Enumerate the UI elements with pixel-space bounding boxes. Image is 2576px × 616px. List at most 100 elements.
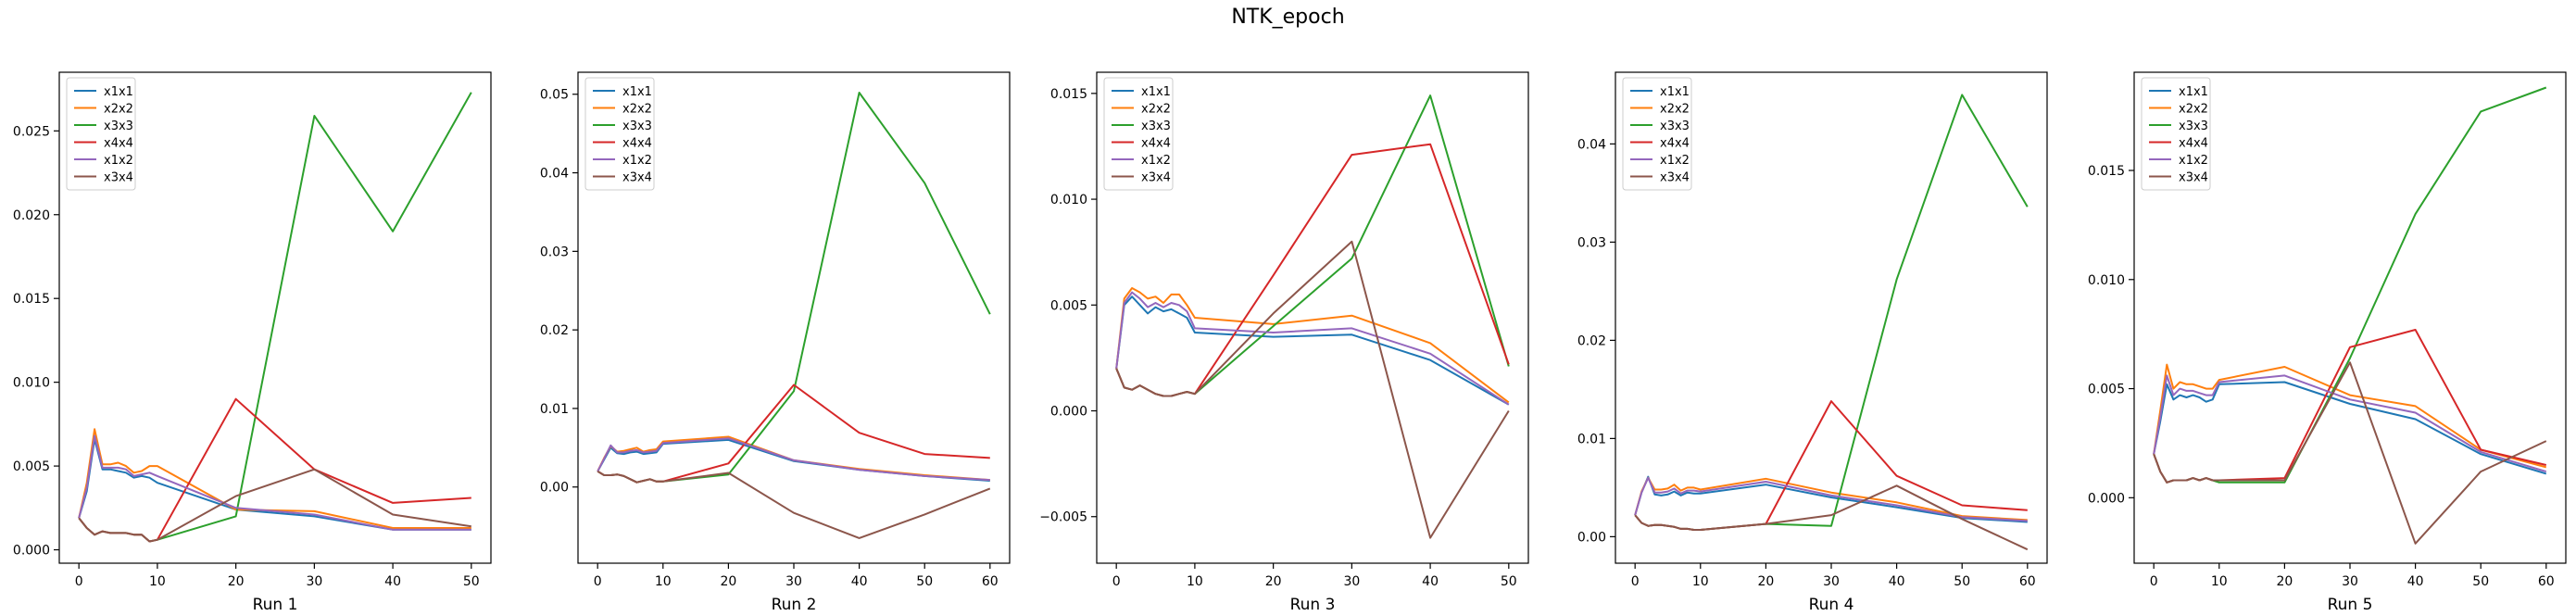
legend: x1x1 x2x2 x3x3 x4x4 x1x2 x3x4 [66,77,136,191]
subplot-1: 0 10 20 30 40 50 0.000 0.005 0.010 0.015 0.020 0.02… [13,71,492,614]
series-line-x3x3 [78,92,472,543]
x-tick-label: 50 [2472,574,2489,589]
x-tick-label: 30 [1823,574,1840,589]
legend-label-x2x2: x2x2 [622,103,652,117]
legend: x1x1 x2x2 x3x3 x4x4 x1x2 x3x4 [2141,77,2211,191]
x-tick-label: 0 [2150,574,2158,589]
legend-label-x3x4: x3x4 [2179,171,2208,185]
series-line-x3x3 [1115,94,1510,397]
legend-label-x3x3: x3x3 [2179,119,2208,133]
legend-label-x3x4: x3x4 [1660,171,1690,185]
x-tick-label: 20 [1757,574,1774,589]
x-axis-label: Run 4 [1809,596,1854,614]
legend: x1x1 x2x2 x3x3 x4x4 x1x2 x3x4 [584,77,655,191]
y-tick-label: 0.04 [1577,137,1606,152]
series-line-x1x2 [2153,374,2547,473]
y-tick-label: −0.005 [1039,510,1087,525]
legend-label-x2x2: x2x2 [2179,103,2208,117]
series-line-x3x4 [1634,484,2029,551]
x-tick-label: 0 [1112,574,1121,589]
series-line-x3x4 [78,468,471,543]
legend-label-x3x3: x3x3 [1141,119,1171,133]
x-tick-label: 40 [2407,574,2424,589]
x-tick-label: 30 [1343,574,1360,589]
x-tick-label: 40 [1889,574,1905,589]
legend-label-x4x4: x4x4 [622,137,652,151]
y-tick-label: 0.015 [1050,87,1087,102]
x-tick-label: 20 [2276,574,2293,589]
y-tick-label: 0.00 [1577,530,1606,545]
series-line-x1x2 [597,437,990,482]
series-line-x3x3 [597,92,991,484]
y-tick-label: 0.005 [1050,298,1087,313]
legend-box [66,77,136,191]
subplot-4: 0 10 20 30 40 50 60 0.00 0.01 0.02 0.03 0.04 Run 4 x1… [1577,71,2048,614]
series-line-x3x4 [1115,240,1510,539]
legend-label-x2x2: x2x2 [1660,103,1690,117]
legend-label-x1x2: x1x2 [1660,154,1690,168]
x-axis-label: Run 3 [1290,596,1336,614]
x-tick-label: 50 [916,574,933,589]
legend-box [2141,77,2211,191]
x-tick-label: 0 [75,574,83,589]
series-line-x1x1 [78,438,471,531]
legend-box [1622,77,1692,191]
y-tick-label: 0.03 [540,245,569,259]
legend-label-x1x1: x1x1 [104,85,133,99]
legend-label-x3x3: x3x3 [1660,119,1690,133]
y-tick-label: 0.01 [1577,432,1606,446]
x-tick-label: 10 [2211,574,2228,589]
legend-label-x4x4: x4x4 [1141,137,1171,151]
x-tick-label: 40 [384,574,401,589]
x-tick-label: 10 [1187,574,1203,589]
series-line-x3x4 [597,470,991,539]
series-line-x2x2 [1115,287,1510,404]
legend-box [584,77,655,191]
legend-label-x2x2: x2x2 [104,103,133,117]
subplot-2: 0 10 20 30 40 50 60 0.00 0.01 0.02 0.03 0.04 0.05 Run… [540,71,1011,614]
legend-label-x2x2: x2x2 [1141,103,1171,117]
y-tick-label: 0.025 [13,124,50,139]
legend-label-x3x4: x3x4 [104,171,133,185]
y-tick-label: 0.005 [13,459,50,474]
x-tick-label: 30 [306,574,322,589]
legend-label-x4x4: x4x4 [104,137,133,151]
y-tick-label: 0.005 [2088,383,2125,397]
series-line-x3x3 [2153,86,2547,484]
subplot-3: 0 10 20 30 40 50 −0.005 0.000 0.005 0.010 0.015 Run… [1039,71,1529,614]
y-tick-label: 0.000 [1050,405,1087,420]
y-tick-label: 0.015 [2088,164,2125,179]
x-tick-label: 60 [982,574,999,589]
x-tick-label: 20 [1265,574,1282,589]
legend-label-x1x2: x1x2 [622,154,652,168]
y-tick-label: 0.03 [1577,235,1606,250]
y-tick-label: 0.04 [540,167,569,182]
y-tick-label: 0.02 [540,323,569,338]
legend-label-x1x1: x1x1 [622,85,652,99]
legend-label-x1x1: x1x1 [1660,85,1690,99]
x-axis-label: Run 1 [253,596,298,614]
legend-label-x1x1: x1x1 [1141,85,1171,99]
figure-title: NTK_epoch [1231,6,1345,29]
series-line-x2x2 [597,435,990,482]
series-line-x2x2 [2153,363,2547,469]
legend-label-x1x2: x1x2 [1141,154,1171,168]
y-tick-label: 0.010 [2088,273,2125,288]
series-line-x4x4 [597,383,990,484]
x-tick-label: 40 [851,574,868,589]
y-tick-label: 0.00 [540,481,569,496]
x-tick-label: 30 [785,574,802,589]
x-axis-label: Run 5 [2328,596,2373,614]
series-line-x4x4 [2153,329,2547,484]
x-axis-label: Run 2 [772,596,817,614]
series-line-x2x2 [1634,476,2028,522]
series-line-x3x4 [2153,361,2547,545]
x-tick-label: 10 [149,574,166,589]
x-tick-label: 30 [2342,574,2358,589]
legend: x1x1 x2x2 x3x3 x4x4 x1x2 x3x4 [1622,77,1692,191]
y-tick-label: 0.010 [13,376,50,391]
x-tick-label: 0 [594,574,602,589]
x-tick-label: 0 [1631,574,1640,589]
x-tick-label: 10 [655,574,672,589]
